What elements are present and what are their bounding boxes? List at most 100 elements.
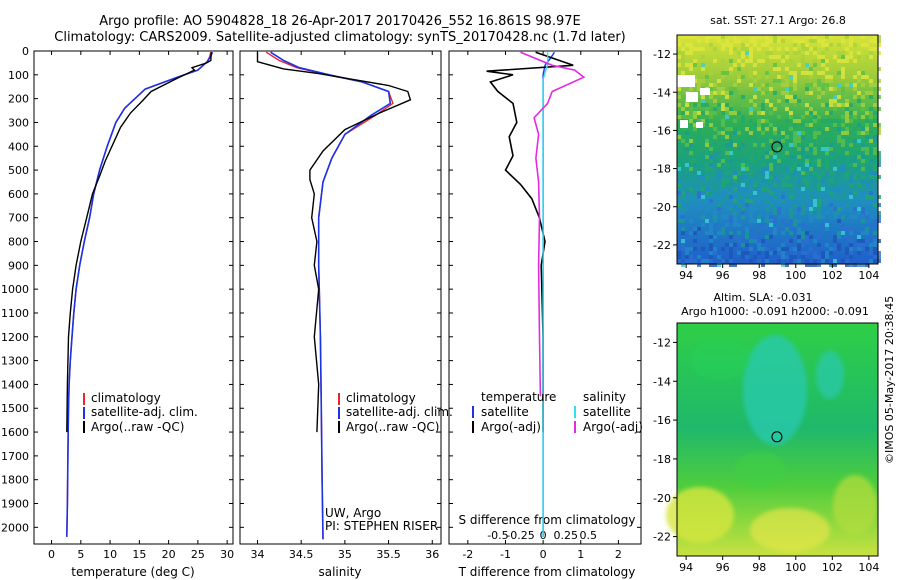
sst-cell <box>741 75 745 79</box>
sst-cell <box>709 247 713 251</box>
sst-cell <box>689 255 693 259</box>
sst-cell <box>773 63 777 67</box>
map-y-tick-label: -14 <box>653 375 671 388</box>
sst-cell <box>677 39 681 43</box>
sst-cell <box>817 199 821 203</box>
sst-cell <box>793 219 797 223</box>
sst-cell <box>781 255 785 259</box>
sst-cell <box>709 155 713 159</box>
x-tick-label: 35 <box>338 548 352 561</box>
sst-cell <box>821 179 825 183</box>
x-tick-label: 15 <box>132 548 146 561</box>
sst-cell <box>709 35 713 39</box>
sst-cell <box>753 183 757 187</box>
sst-cell <box>753 43 757 47</box>
sst-cell <box>681 59 685 63</box>
sst-missing-data <box>677 75 695 87</box>
sst-cell <box>817 163 821 167</box>
sst-cell <box>785 95 789 99</box>
sst-cell <box>801 171 805 175</box>
sst-cell <box>765 43 769 47</box>
sst-cell <box>697 143 701 147</box>
figure-title-line1: Argo profile: AO 5904828_18 26-Apr-2017 … <box>99 14 581 29</box>
sst-cell <box>833 103 837 107</box>
sst-cell <box>721 131 725 135</box>
sst-cell <box>729 135 733 139</box>
sst-cell <box>789 71 793 75</box>
map-x-tick-label: 94 <box>679 561 693 574</box>
sst-cell <box>857 71 861 75</box>
sst-cell <box>797 167 801 171</box>
sst-cell <box>681 247 685 251</box>
sst-cell <box>873 139 877 143</box>
map-y-tick-label: -16 <box>653 414 671 427</box>
sst-cell <box>681 207 685 211</box>
sst-cell <box>757 243 761 247</box>
sst-cell <box>825 43 829 47</box>
sst-cell <box>789 155 793 159</box>
sst-cell <box>681 111 685 115</box>
sst-cell <box>689 35 693 39</box>
sst-cell <box>813 179 817 183</box>
map-x-tick-label: 100 <box>785 561 806 574</box>
sst-cell <box>701 95 705 99</box>
sst-cell <box>845 151 849 155</box>
sst-cell <box>745 43 749 47</box>
sst-cell <box>801 115 805 119</box>
sst-cell <box>865 43 869 47</box>
sst-cell <box>749 95 753 99</box>
sst-cell <box>829 111 833 115</box>
sst-cell <box>841 163 845 167</box>
sst-cell <box>805 63 809 67</box>
sst-cell <box>705 191 709 195</box>
sst-cell <box>873 243 877 247</box>
sst-cell <box>861 75 865 79</box>
sst-cell <box>737 163 741 167</box>
sst-cell <box>729 255 733 259</box>
sst-cell <box>713 211 717 215</box>
sst-cell <box>741 175 745 179</box>
sst-cell <box>705 259 709 263</box>
sst-cell <box>709 87 713 91</box>
sst-cell <box>761 151 765 155</box>
sst-cell <box>865 211 869 215</box>
sst-cell <box>705 155 709 159</box>
sst-cell <box>697 263 701 267</box>
sst-cell <box>753 219 757 223</box>
sst-cell <box>729 91 733 95</box>
map-y-tick-label: -18 <box>653 163 671 176</box>
sst-cell <box>817 99 821 103</box>
sst-cell <box>677 103 681 107</box>
sst-missing-data <box>680 120 688 128</box>
figure-title-line2: Climatology: CARS2009. Satellite-adjuste… <box>54 30 626 45</box>
sst-cell <box>733 243 737 247</box>
sst-cell <box>737 231 741 235</box>
sst-cell <box>689 191 693 195</box>
sst-cell <box>861 83 865 87</box>
sst-cell <box>765 71 769 75</box>
sst-cell <box>737 251 741 255</box>
sst-cell <box>737 99 741 103</box>
sst-cell <box>789 239 793 243</box>
sst-cell <box>749 59 753 63</box>
sst-cell <box>725 71 729 75</box>
sst-cell <box>773 231 777 235</box>
sst-cell <box>749 71 753 75</box>
sst-cell <box>877 203 881 207</box>
sst-cell <box>677 211 681 215</box>
sst-cell <box>853 151 857 155</box>
sst-cell <box>865 247 869 251</box>
sst-cell <box>849 103 853 107</box>
sst-cell <box>821 167 825 171</box>
sst-cell <box>873 39 877 43</box>
sst-cell <box>769 123 773 127</box>
sst-cell <box>745 103 749 107</box>
sst-cell <box>857 123 861 127</box>
sst-missing-data <box>686 92 698 102</box>
sst-cell <box>825 143 829 147</box>
sst-cell <box>741 215 745 219</box>
sst-cell <box>753 63 757 67</box>
sst-cell <box>821 51 825 55</box>
sst-cell <box>805 139 809 143</box>
sst-cell <box>737 223 741 227</box>
